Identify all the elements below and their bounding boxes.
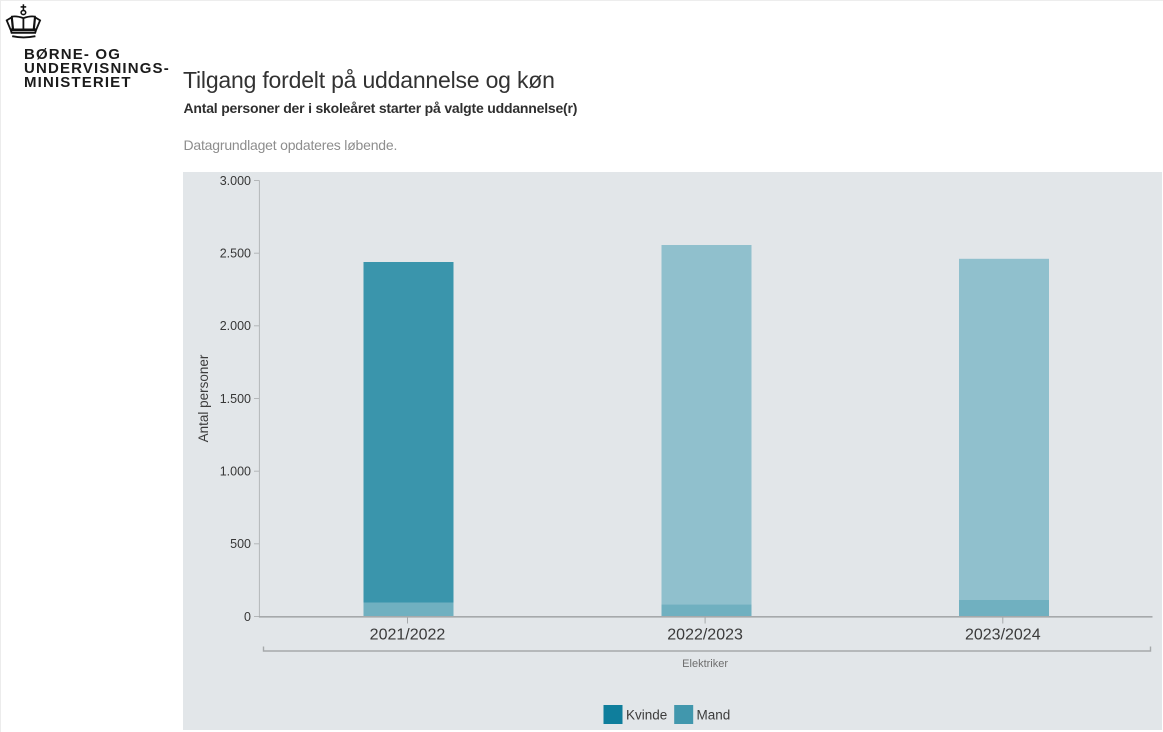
svg-text:2022/2023: 2022/2023 [667,627,743,644]
svg-text:2.500: 2.500 [220,247,251,261]
svg-text:1.000: 1.000 [220,465,251,479]
svg-text:2021/2022: 2021/2022 [370,627,446,644]
svg-text:3.000: 3.000 [220,174,251,188]
svg-text:Kvinde: Kvinde [626,708,667,723]
svg-text:Antal personer: Antal personer [196,354,211,442]
svg-text:Elektriker: Elektriker [682,658,728,670]
svg-text:1.500: 1.500 [220,392,251,406]
svg-text:Mand: Mand [697,708,731,723]
svg-text:2023/2024: 2023/2024 [965,627,1041,644]
svg-text:500: 500 [230,537,251,551]
svg-text:0: 0 [244,610,251,624]
svg-text:2.000: 2.000 [220,319,251,333]
